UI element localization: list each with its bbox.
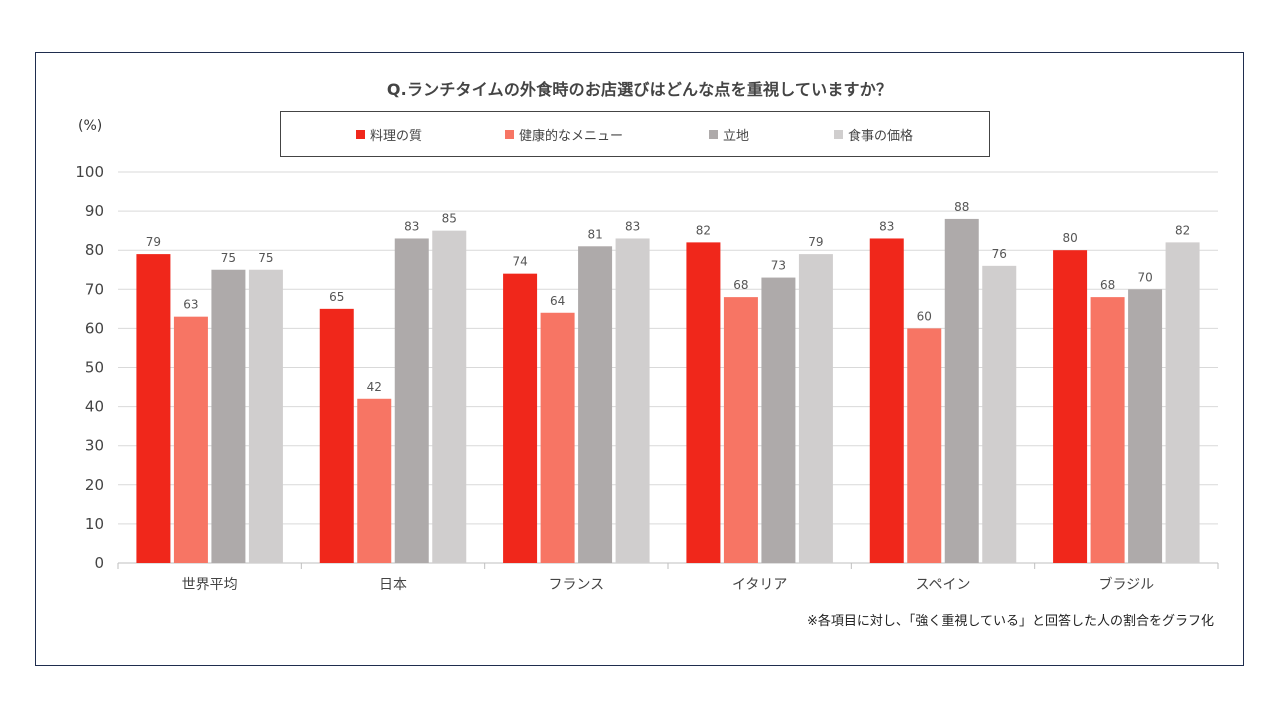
data-label: 73 <box>771 259 786 273</box>
data-label: 75 <box>258 251 273 265</box>
bar <box>615 238 650 563</box>
legend-swatch-quality <box>356 130 365 139</box>
bar <box>869 238 904 563</box>
bar <box>761 277 796 563</box>
data-label: 42 <box>367 380 382 394</box>
bar <box>211 269 246 563</box>
bar <box>578 246 613 564</box>
chart-frame <box>35 52 1244 666</box>
data-label: 64 <box>550 294 565 308</box>
x-category-label: イタリア <box>732 577 787 593</box>
legend-swatch-location <box>709 130 718 139</box>
legend-item-location: 立地 <box>709 125 749 144</box>
y-tick-label: 30 <box>85 437 104 455</box>
bar <box>503 273 538 563</box>
bar <box>432 230 467 563</box>
data-label: 79 <box>146 235 161 249</box>
bar <box>982 265 1017 563</box>
data-label: 70 <box>1137 270 1152 284</box>
bar <box>540 312 575 563</box>
y-tick-label: 70 <box>85 280 104 298</box>
data-label: 82 <box>696 223 711 237</box>
y-tick-label: 40 <box>85 398 104 416</box>
x-category-label: スペイン <box>915 577 970 593</box>
footnote: ※各項目に対し、「強く重視している」と回答した人の割合をグラフ化 <box>806 614 1214 629</box>
bar <box>686 242 721 563</box>
x-category-label: フランス <box>548 577 604 593</box>
legend-swatch-price <box>834 130 843 139</box>
data-label: 63 <box>183 298 198 312</box>
data-label: 88 <box>954 200 969 214</box>
data-label: 68 <box>1100 278 1115 292</box>
legend-label-location: 立地 <box>723 129 750 144</box>
legend-item-healthy-menu: 健康的なメニュー <box>505 125 623 144</box>
bar <box>357 398 392 563</box>
data-label: 74 <box>512 255 527 269</box>
legend: 料理の質 健康的なメニュー 立地 食事の価格 <box>280 111 990 157</box>
y-tick-label: 80 <box>85 241 104 259</box>
data-label: 81 <box>587 227 602 241</box>
bar <box>798 254 833 564</box>
bar <box>136 254 171 564</box>
bar <box>173 316 208 563</box>
legend-item-price: 食事の価格 <box>834 125 913 144</box>
y-axis-unit-label: (%) <box>78 118 103 134</box>
data-label: 65 <box>329 290 344 304</box>
x-category-label: 日本 <box>379 577 407 593</box>
x-category-label: 世界平均 <box>182 577 238 593</box>
legend-swatch-healthy-menu <box>505 130 514 139</box>
data-label: 85 <box>442 212 457 226</box>
data-label: 79 <box>808 235 823 249</box>
x-category-label: ブラジル <box>1098 576 1154 593</box>
data-label: 83 <box>879 219 894 233</box>
bar <box>1053 250 1088 563</box>
data-label: 76 <box>992 247 1007 261</box>
bar <box>1165 242 1200 563</box>
chart-title: Q.ランチタイムの外食時のお店選びはどんな点を重視していますか？ <box>386 80 893 99</box>
bar <box>1128 289 1163 563</box>
legend-label-healthy-menu: 健康的なメニュー <box>519 129 624 144</box>
bar <box>319 308 354 563</box>
y-tick-label: 50 <box>85 359 104 377</box>
y-tick-label: 10 <box>85 515 104 533</box>
data-label: 82 <box>1175 223 1190 237</box>
y-tick-label: 90 <box>85 202 104 220</box>
bar <box>248 269 283 563</box>
legend-label-price: 食事の価格 <box>848 129 914 144</box>
bar <box>723 297 758 563</box>
legend-label-quality: 料理の質 <box>370 129 423 144</box>
bar <box>1090 297 1125 563</box>
data-label: 75 <box>221 251 236 265</box>
bar <box>907 328 942 563</box>
data-label: 68 <box>733 278 748 292</box>
y-tick-label: 0 <box>94 554 104 572</box>
data-label: 83 <box>404 219 419 233</box>
legend-item-quality: 料理の質 <box>356 125 422 144</box>
data-label: 60 <box>917 309 932 323</box>
y-tick-label: 60 <box>85 319 104 337</box>
y-tick-label: 20 <box>85 476 104 494</box>
bar <box>394 238 429 563</box>
y-tick-label: 100 <box>75 163 104 181</box>
bar <box>944 218 979 564</box>
data-label: 80 <box>1062 231 1077 245</box>
data-label: 83 <box>625 219 640 233</box>
